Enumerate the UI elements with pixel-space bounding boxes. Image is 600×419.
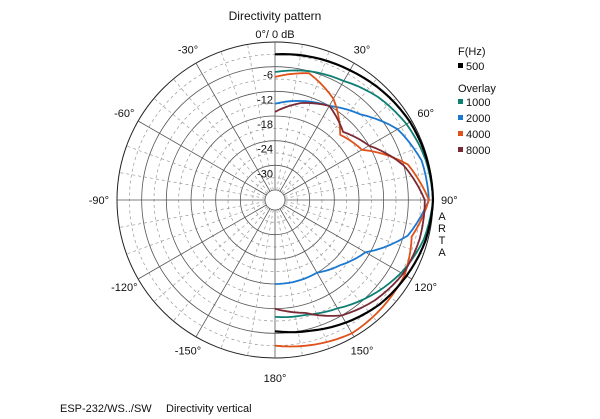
grid-ring bbox=[264, 189, 286, 211]
angle-tick-label: 180° bbox=[264, 373, 287, 385]
chart-title: Directivity pattern bbox=[229, 9, 322, 23]
angle-tick-label: -90° bbox=[89, 195, 109, 207]
grid-spoke-minor bbox=[220, 209, 272, 349]
legend-swatch-2000 bbox=[458, 115, 463, 120]
grid-spoke-minor bbox=[284, 203, 424, 255]
svg-text:A: A bbox=[438, 211, 446, 223]
angle-tick-label: -150° bbox=[175, 346, 201, 358]
series-line-8000 bbox=[274, 102, 426, 317]
radial-tick-label: -24 bbox=[257, 144, 273, 156]
angle-tick-label: 150° bbox=[351, 346, 374, 358]
series-line-2000 bbox=[274, 100, 430, 285]
legend: F(Hz) Overlay 500 1000 2000 4000 8000 bbox=[458, 46, 496, 157]
legend-swatch-1000 bbox=[458, 99, 463, 104]
grid-spoke-minor bbox=[282, 206, 397, 302]
angle-tick-label: -120° bbox=[111, 282, 137, 294]
footer-caption: Directivity vertical bbox=[166, 403, 252, 415]
svg-text:T: T bbox=[439, 235, 446, 247]
grid-spoke bbox=[195, 208, 271, 338]
grid-spoke-minor bbox=[173, 78, 269, 193]
svg-text:A: A bbox=[438, 247, 446, 259]
legend-entry-4000: 4000 bbox=[466, 129, 490, 141]
angle-tick-label: -30° bbox=[178, 44, 198, 56]
radial-tick-label: -18 bbox=[257, 119, 273, 131]
polar-grid bbox=[116, 41, 434, 359]
svg-text:R: R bbox=[438, 223, 446, 235]
grid-spoke-minor bbox=[276, 44, 303, 191]
footer-model: ESP-232/WS../SW bbox=[60, 403, 152, 415]
grid-spoke-minor bbox=[282, 98, 397, 194]
arta-watermark: A R T A bbox=[438, 211, 446, 259]
series-curves bbox=[274, 52, 435, 348]
legend-entry-2000: 2000 bbox=[466, 113, 490, 125]
series-line-500 bbox=[274, 52, 435, 334]
angle-tick-labels: 30° 60° 90° 120° 150° 180° -150° -120° -90° -60° -… bbox=[89, 44, 458, 385]
grid-spoke-minor bbox=[247, 209, 274, 356]
legend-swatch-8000 bbox=[458, 147, 463, 152]
angle-tick-label: 30° bbox=[354, 44, 371, 56]
grid-spoke-minor bbox=[278, 51, 330, 191]
grid-spoke-minor bbox=[247, 44, 274, 191]
grid-spoke-minor bbox=[284, 145, 424, 197]
grid-spoke-minor bbox=[119, 201, 266, 228]
angle-tick-label: 60° bbox=[417, 108, 434, 120]
grid-spoke-minor bbox=[281, 78, 377, 193]
angle-tick-label: 120° bbox=[414, 282, 437, 294]
radial-tick-label: -6 bbox=[263, 70, 273, 82]
grid-spoke-minor bbox=[281, 207, 377, 322]
grid-spoke bbox=[137, 120, 267, 196]
grid-spoke bbox=[283, 204, 413, 280]
grid-spoke-minor bbox=[126, 145, 266, 197]
legend-entry-500: 500 bbox=[466, 61, 484, 73]
grid-spoke-minor bbox=[173, 207, 269, 322]
grid-spoke bbox=[279, 62, 355, 192]
grid-spoke-minor bbox=[284, 201, 431, 228]
legend-title: F(Hz) bbox=[458, 46, 486, 58]
legend-swatch-4000 bbox=[458, 131, 463, 136]
angle-tick-label: -60° bbox=[114, 108, 134, 120]
series-line-4000 bbox=[274, 72, 430, 348]
legend-entry-8000: 8000 bbox=[466, 145, 490, 157]
grid-spoke bbox=[283, 120, 413, 196]
angle-tick-label: 90° bbox=[441, 195, 458, 207]
grid-spoke-minor bbox=[220, 51, 272, 191]
grid-spoke-minor bbox=[284, 172, 431, 199]
grid-spoke-minor bbox=[119, 172, 266, 199]
radial-tick-label: -12 bbox=[257, 94, 273, 106]
grid-spoke-minor bbox=[153, 206, 268, 302]
radial-tick-labels: -6 -12 -18 -24 -30 bbox=[257, 70, 273, 181]
legend-entry-1000: 1000 bbox=[466, 97, 490, 109]
grid-spoke-minor bbox=[153, 98, 268, 194]
radial-axis-label: 0°/ 0 dB bbox=[255, 29, 294, 41]
grid-spoke bbox=[137, 204, 267, 280]
radial-tick-label: -30 bbox=[257, 168, 273, 180]
legend-overlay-title: Overlay bbox=[458, 83, 496, 95]
grid-spoke-minor bbox=[126, 203, 266, 255]
grid-spoke bbox=[195, 62, 271, 192]
legend-swatch-500 bbox=[458, 63, 463, 68]
